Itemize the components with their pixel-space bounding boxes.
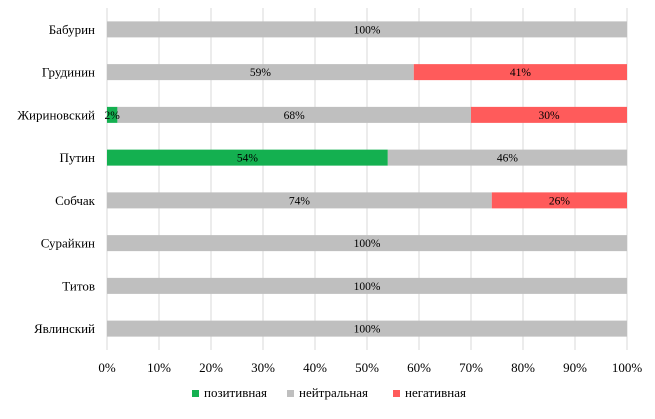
bar-segment	[491, 192, 627, 209]
bar-segment	[117, 106, 472, 123]
category-label: Жириновский	[17, 107, 95, 122]
data-label: 100%	[354, 238, 381, 250]
x-tick-label: 30%	[251, 360, 275, 375]
data-labels: 100% 59% 41% 2% 68% 30% 54% 46% 74% 26% 100% 100% 10…	[105, 24, 571, 335]
bar-segment	[107, 21, 627, 38]
data-label: 46%	[497, 153, 519, 165]
category-labels: Бабурин Грудинин Жириновский Путин Собчак Сур…	[17, 22, 95, 336]
data-label: 59%	[250, 67, 272, 79]
category-label: Сурайкин	[41, 236, 95, 251]
legend-label: негативная	[405, 385, 466, 400]
bar-segment	[107, 149, 388, 166]
data-label: 100%	[354, 24, 381, 36]
x-tick-label: 60%	[407, 360, 431, 375]
data-label: 26%	[549, 195, 571, 207]
data-label: 2%	[105, 110, 121, 122]
gridlines	[106, 8, 628, 350]
category-label: Собчак	[55, 193, 96, 208]
bar-segment	[413, 64, 627, 81]
data-label: 30%	[538, 110, 560, 122]
x-tick-label: 20%	[199, 360, 223, 375]
legend-swatch	[192, 390, 199, 397]
x-tick-label: 0%	[98, 360, 116, 375]
bar-segment	[107, 320, 627, 337]
category-label: Явлинский	[34, 321, 95, 336]
data-label: 100%	[354, 281, 381, 293]
legend-label: нейтральная	[299, 385, 368, 400]
bar-segment	[107, 64, 414, 81]
bar-segment	[107, 192, 492, 209]
x-tick-label: 50%	[355, 360, 379, 375]
x-tick-label: 80%	[511, 360, 535, 375]
legend-swatch	[393, 390, 400, 397]
data-label: 54%	[237, 153, 259, 165]
category-label: Титов	[62, 278, 95, 293]
x-tick-label: 70%	[459, 360, 483, 375]
bar-segment	[471, 106, 627, 123]
x-tick-labels: 0% 10% 20% 30% 40% 50% 60% 70% 80% 90% 100%	[98, 360, 642, 375]
data-label: 41%	[510, 67, 532, 79]
x-tick-label: 40%	[303, 360, 327, 375]
bar-segment	[107, 106, 118, 123]
bar-segment	[387, 149, 627, 166]
bars	[107, 21, 627, 337]
x-tick-label: 100%	[612, 360, 643, 375]
data-label: 74%	[289, 195, 311, 207]
x-tick-label: 10%	[147, 360, 171, 375]
data-label: 68%	[284, 110, 306, 122]
category-label: Грудинин	[42, 65, 95, 80]
x-tick-label: 90%	[563, 360, 587, 375]
bar-segment	[107, 235, 627, 252]
legend: позитивная нейтральная негативная	[192, 385, 466, 400]
category-label: Путин	[60, 150, 96, 165]
bar-segment	[107, 277, 627, 294]
legend-swatch	[287, 390, 294, 397]
category-label: Бабурин	[49, 22, 95, 37]
data-label: 100%	[354, 324, 381, 336]
legend-label: позитивная	[204, 385, 267, 400]
